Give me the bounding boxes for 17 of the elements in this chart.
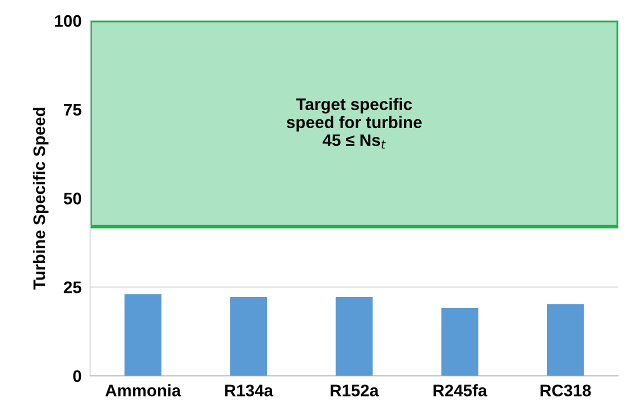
x-tick-label: R152a (330, 384, 379, 396)
y-tick-label: 25 (64, 281, 82, 294)
x-tick-label: R134a (225, 384, 274, 396)
bar (230, 296, 268, 376)
y-axis-title: Turbine Specific Speed (32, 108, 48, 290)
y-tick-label: 0 (73, 370, 82, 382)
bar (336, 296, 373, 376)
x-tick-label: RC318 (540, 384, 591, 396)
x-tick-label: R245fa (434, 384, 488, 396)
band-label: Target specific speed for turbine 45 ≤ Ns$_{t}$ (286, 98, 422, 149)
bar (546, 304, 584, 376)
bar (124, 294, 162, 376)
bar (441, 308, 478, 376)
x-tick-label: Ammonia (105, 384, 182, 396)
y-tick-label: 50 (64, 192, 82, 204)
y-tick-label: 75 (64, 104, 82, 116)
y-tick-label: 100 (55, 15, 82, 27)
